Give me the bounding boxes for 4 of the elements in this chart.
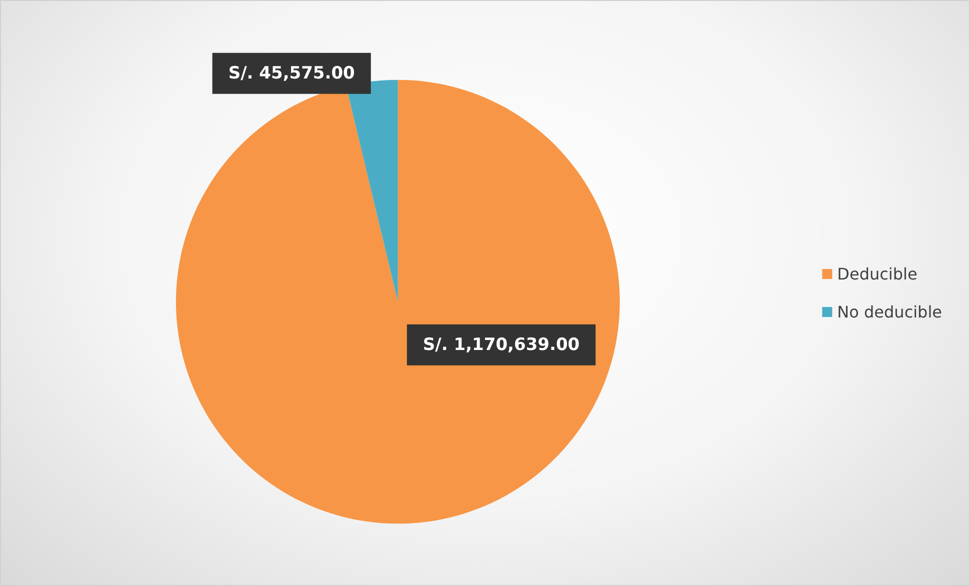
legend-label: Deducible	[837, 264, 918, 284]
legend-label: No deducible	[837, 302, 942, 322]
data-label: S/. 1,170,639.00	[422, 334, 580, 355]
data-label: S/. 45,575.00	[228, 63, 356, 84]
